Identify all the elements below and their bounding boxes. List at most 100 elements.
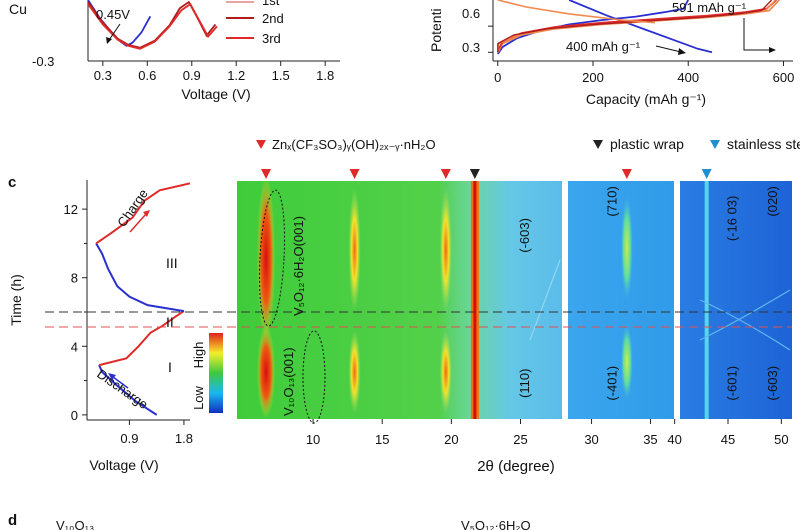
gcd-annotation-591-leader xyxy=(743,18,770,51)
gcd-series-discharge-orange xyxy=(497,0,655,24)
cv-y-tick-label: -0.3 xyxy=(32,54,54,69)
legend-label-plastic: plastic wrap xyxy=(610,136,684,152)
heatmap-x-tick-label: 10 xyxy=(306,432,320,447)
panel-d-label-right: V₅O₁₂·6H₂O xyxy=(461,518,531,530)
peak-label: (-16 03) xyxy=(725,196,740,242)
cv-x-tick-label: 1.2 xyxy=(227,68,245,83)
peak-labels: (-603) (110) (710) (-401) (-16 03) (020) (-601… xyxy=(517,186,780,400)
heatmap-x-axis-label: 2θ (degree) xyxy=(477,458,555,475)
heatmap-x-tick-label: 50 xyxy=(774,432,788,447)
colorbar-high-label: High xyxy=(191,342,206,369)
heatmap-x-ticks: 10 15 20 25 30 35 40 45 50 xyxy=(306,419,789,447)
vt-y-axis-label: Time (h) xyxy=(8,274,24,326)
cv-plot-panel: Cu -0.3 0.3 0.6 0.9 1.2 1.5 1.8 Voltage (V) 0… xyxy=(9,0,340,102)
vt-y-tick-label: 8 xyxy=(71,271,78,286)
peak-label: (020) xyxy=(765,186,780,216)
heatmap-x-tick-label: 25 xyxy=(513,432,527,447)
vt-segment-2 xyxy=(98,310,185,367)
stage-label-III: III xyxy=(166,255,178,271)
gcd-y-tick-label-0.6: 0.6 xyxy=(462,6,480,21)
discharge-label: Discharge xyxy=(94,366,151,412)
heatmap-x-tick-label: 20 xyxy=(444,432,458,447)
peak-label: (110) xyxy=(517,369,532,398)
plastic-wrap-line xyxy=(473,181,477,419)
gcd-x-tick-label: 0 xyxy=(494,70,501,85)
legend-marker-steel xyxy=(710,140,720,149)
vt-y-tick-label: 0 xyxy=(71,408,78,423)
gcd-series-1 xyxy=(497,0,689,55)
peak-6.6-lower xyxy=(257,326,276,418)
gcd-series-bundle-2 xyxy=(497,0,773,53)
legend-label-zn: Znₓ(CF₃SO₃)ᵧ(OH)₂ₓ₋ᵧ·nH₂O xyxy=(272,137,436,152)
vt-x-tick-label: 0.9 xyxy=(120,431,138,446)
cv-x-tick-label: 0.6 xyxy=(138,68,156,83)
stage-label-I: I xyxy=(168,359,172,375)
peak-19.6-upper xyxy=(439,188,452,312)
peak-19.6-lower xyxy=(439,330,452,414)
discharge-arrow xyxy=(112,376,129,389)
trace-seg3-b xyxy=(699,289,791,341)
peak-13-lower xyxy=(348,330,361,414)
charge-label: Charge xyxy=(114,186,151,230)
peak-label: (710) xyxy=(604,186,619,216)
vt-curves xyxy=(95,182,190,416)
gcd-annotation-400-leader xyxy=(655,45,682,53)
gcd-x-tick-label: 400 xyxy=(677,70,699,85)
colorbar-low-label: Low xyxy=(191,385,206,409)
cv-annotation-arrowhead xyxy=(106,37,112,44)
phase-marker-red xyxy=(621,169,632,179)
heatmap-x-tick-label: 45 xyxy=(721,432,735,447)
gcd-plot-panel: Potenti 0.3 0.6 0 200 400 600 Capacity (mAh… xyxy=(428,0,794,107)
charge-arrowhead xyxy=(143,210,150,217)
cv-legend: 1st 2nd 3rd xyxy=(226,0,284,46)
gcd-annotation-400-arrowhead xyxy=(678,48,686,55)
vt-segment-1 xyxy=(98,364,158,416)
gcd-y-axis-label: Potenti xyxy=(428,8,444,52)
panel-label-d: d xyxy=(8,512,17,529)
colorbar-gradient xyxy=(209,333,223,413)
colorbar-high-text: High xyxy=(191,342,206,369)
gcd-series-2 xyxy=(568,0,713,54)
gcd-annotation-591: 591 mAh g⁻¹ xyxy=(672,0,747,15)
phase-marker-red xyxy=(261,169,272,179)
cv-series-3rd xyxy=(88,2,218,50)
vt-x-tick-label: 1.8 xyxy=(175,431,193,446)
cv-x-tick-label: 0.9 xyxy=(183,68,201,83)
heatmap-x-tick-label: 30 xyxy=(584,432,598,447)
peak-13-upper xyxy=(348,188,361,312)
stainless-steel-line xyxy=(704,181,709,419)
gcd-annotation-400: 400 mAh g⁻¹ xyxy=(566,39,641,54)
phase-marker-cyan xyxy=(701,169,712,179)
phase-oval-v5o12 xyxy=(258,189,286,327)
gcd-x-tick-label: 200 xyxy=(582,70,604,85)
peak-6.6-upper xyxy=(257,176,276,340)
trace-seg3-a xyxy=(699,299,791,351)
cv-x-tick-label: 0.3 xyxy=(94,68,112,83)
gcd-x-tick-label: 600 xyxy=(773,70,795,85)
phase-marker-red xyxy=(349,169,360,179)
phase-label-v5o12: V₅O₁₂·6H₂O(001) xyxy=(291,216,306,316)
cv-x-ticks: 0.3 0.6 0.9 1.2 1.5 1.8 xyxy=(94,61,334,83)
panel-label-c: c xyxy=(8,174,16,191)
vt-y-ticks: 0 4 8 12 xyxy=(64,202,87,423)
peak-label: (-603) xyxy=(765,366,780,401)
phase-label-v10o13: V₁₀O₁₃(001) xyxy=(281,347,296,416)
discharge-arrowhead xyxy=(108,373,116,380)
vt-y-tick-label: 12 xyxy=(64,202,78,217)
legend-marker-zn xyxy=(256,140,266,149)
cv-x-axis-label: Voltage (V) xyxy=(181,86,250,102)
vt-x-ticks: 0.9 1.8 xyxy=(120,420,193,446)
heatmap-x-tick-label: 35 xyxy=(643,432,657,447)
gcd-y-tick-label-0.3: 0.3 xyxy=(462,40,480,55)
cv-peak-annotation: 0.45V xyxy=(96,7,130,22)
gcd-annotation-591-arrowhead xyxy=(769,47,776,53)
peak-33-upper xyxy=(620,196,633,300)
heatmap-x-tick-label: 40 xyxy=(667,432,681,447)
heatmap-x-tick-label: 15 xyxy=(375,432,389,447)
phase-oval-v10o13 xyxy=(302,330,326,424)
legend-label-steel: stainless steel xyxy=(727,136,800,152)
peak-33-lower xyxy=(620,324,633,400)
heatmap-segment-1 xyxy=(237,181,562,419)
vt-segment-3 xyxy=(95,242,185,313)
charge-arrow xyxy=(129,213,147,233)
